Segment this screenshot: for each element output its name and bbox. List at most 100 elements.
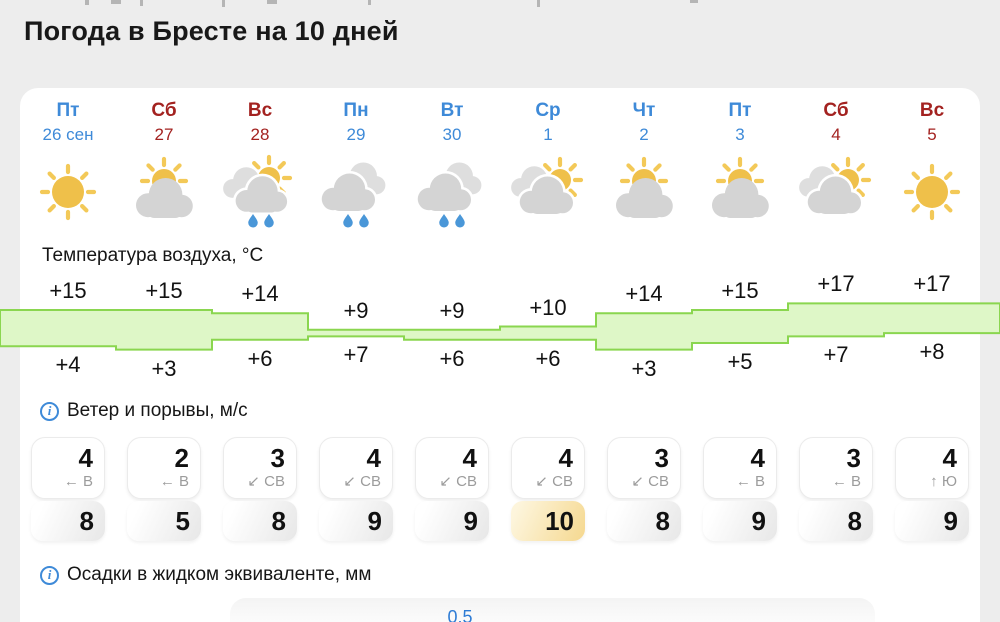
day-weekday: Вс <box>919 100 945 121</box>
wind-gust: 9 <box>703 501 777 541</box>
weather-icon-cell <box>20 152 116 236</box>
day-column-6[interactable]: Ср 1 <box>500 100 596 145</box>
temperature-section-title: Температура воздуха, °C <box>42 245 264 266</box>
wind-speed: 4 <box>942 443 957 473</box>
wind-direction-label: В <box>754 473 765 490</box>
wind-speed: 4 <box>558 443 573 473</box>
wind-speed-card: 3 ↙ СВ <box>223 437 297 499</box>
wind-speed: 4 <box>78 443 93 473</box>
info-icon[interactable]: i <box>40 565 59 585</box>
day-date: 29 <box>346 125 366 144</box>
weather-icon-cell <box>788 152 884 236</box>
wind-speed-card: 3 ← В <box>799 437 873 499</box>
wind-direction-label: СВ <box>552 473 573 490</box>
day-column-3[interactable]: Вс 28 <box>212 100 308 145</box>
wind-speed: 4 <box>366 443 381 473</box>
day-column-10[interactable]: Вс 5 <box>884 100 980 145</box>
wind-section-title: Ветер и порывы, м/с <box>67 400 248 421</box>
temp-max-label: +14 <box>625 281 663 307</box>
day-weekday: Пн <box>343 100 369 121</box>
temp-max-label: +10 <box>529 294 567 320</box>
temp-max-label: +17 <box>913 271 951 297</box>
cropped-nav-fragment <box>690 0 698 3</box>
wind-direction: ↙ СВ <box>512 473 573 491</box>
day-weekday: Пт <box>728 100 752 121</box>
sun-icon <box>39 163 97 221</box>
wind-direction-arrow-icon: ← <box>735 473 751 490</box>
temp-max-label: +15 <box>145 278 183 303</box>
precipitation-value: 0.5 <box>447 607 473 622</box>
day-date: 30 <box>442 125 462 144</box>
wind-cell-6[interactable]: 4 ↙ СВ 10 <box>511 437 585 541</box>
wind-direction-arrow-icon: ↙ <box>247 473 260 490</box>
temp-min-label: +6 <box>247 345 273 371</box>
day-column-9[interactable]: Сб 4 <box>788 100 884 145</box>
temperature-band-chart <box>0 302 1000 351</box>
wind-speed: 3 <box>270 443 285 473</box>
wind-gust: 9 <box>319 501 393 541</box>
wind-direction-label: В <box>850 473 861 490</box>
cropped-nav-fragment <box>267 0 277 4</box>
temp-min-label: +6 <box>535 345 561 371</box>
day-date: 5 <box>927 125 937 144</box>
wind-direction-arrow-icon: ↙ <box>535 473 548 490</box>
cropped-nav-fragment <box>111 0 121 4</box>
wind-speed: 4 <box>750 443 765 473</box>
wind-speed-card: 4 ↙ СВ <box>415 437 489 499</box>
wind-speed: 3 <box>654 443 669 473</box>
wind-direction-arrow-icon: ← <box>63 473 79 490</box>
wind-direction: ← В <box>128 473 189 491</box>
sun-clouds-rain-icon <box>223 154 293 228</box>
precipitation-chart-partial <box>230 598 875 622</box>
info-icon[interactable]: i <box>40 401 59 421</box>
day-weekday: Сб <box>151 100 177 121</box>
sun-icon <box>903 163 961 221</box>
wind-cell-5[interactable]: 4 ↙ СВ 9 <box>415 437 489 541</box>
cropped-nav-fragment <box>222 0 225 7</box>
day-weekday: Сб <box>823 100 849 121</box>
weather-icon-cell <box>116 152 212 236</box>
wind-direction-label: СВ <box>264 473 285 490</box>
day-column-7[interactable]: Чт 2 <box>596 100 692 145</box>
weather-icon-cell <box>308 152 404 236</box>
wind-cell-7[interactable]: 3 ↙ СВ 8 <box>607 437 681 541</box>
weather-icons-row <box>20 152 980 236</box>
wind-direction: ↙ СВ <box>320 473 381 491</box>
wind-speed-card: 4 ↙ СВ <box>319 437 393 499</box>
temperature-section-label: Температура воздуха, °C <box>42 245 263 267</box>
wind-speed-card: 4 ↑ Ю <box>895 437 969 499</box>
wind-cell-4[interactable]: 4 ↙ СВ 9 <box>319 437 393 541</box>
wind-direction: ↙ СВ <box>416 473 477 491</box>
sun-cloud-icon <box>136 156 193 218</box>
temp-min-label: +6 <box>439 345 465 371</box>
day-column-4[interactable]: Пн 29 <box>308 100 404 145</box>
wind-speed-card: 2 ← В <box>127 437 201 499</box>
day-date: 4 <box>831 125 841 144</box>
wind-gust-highlighted: 10 <box>511 501 585 541</box>
wind-cell-3[interactable]: 3 ↙ СВ 8 <box>223 437 297 541</box>
wind-direction: ← В <box>704 473 765 491</box>
wind-cells-row: 4 ← В 8 2 ← В 5 3 ↙ СВ 8 4 ↙ СВ 9 4 ↙ СВ 9 4 ↙ СВ 10 3 ↙ СВ… <box>20 437 980 541</box>
wind-speed-card: 3 ↙ СВ <box>607 437 681 499</box>
wind-speed-card: 4 ← В <box>703 437 777 499</box>
day-column-2[interactable]: Сб 27 <box>116 100 212 145</box>
wind-direction-arrow-icon: ↙ <box>439 473 452 490</box>
cropped-nav-text <box>0 0 1000 8</box>
day-weekday: Пт <box>56 100 80 121</box>
temp-min-label: +7 <box>823 342 849 368</box>
precipitation-section-label: i Осадки в жидком эквиваленте, мм <box>40 564 371 586</box>
day-column-5[interactable]: Вт 30 <box>404 100 500 145</box>
wind-direction-arrow-icon: ← <box>831 473 847 490</box>
day-column-1[interactable]: Пт 26 сен <box>20 100 116 145</box>
day-column-8[interactable]: Пт 3 <box>692 100 788 145</box>
day-date: 3 <box>735 125 745 144</box>
day-weekday: Ср <box>535 100 561 121</box>
weather-icon-cell <box>884 152 980 236</box>
day-date: 26 сен <box>42 125 94 144</box>
wind-direction-label: В <box>178 473 189 490</box>
